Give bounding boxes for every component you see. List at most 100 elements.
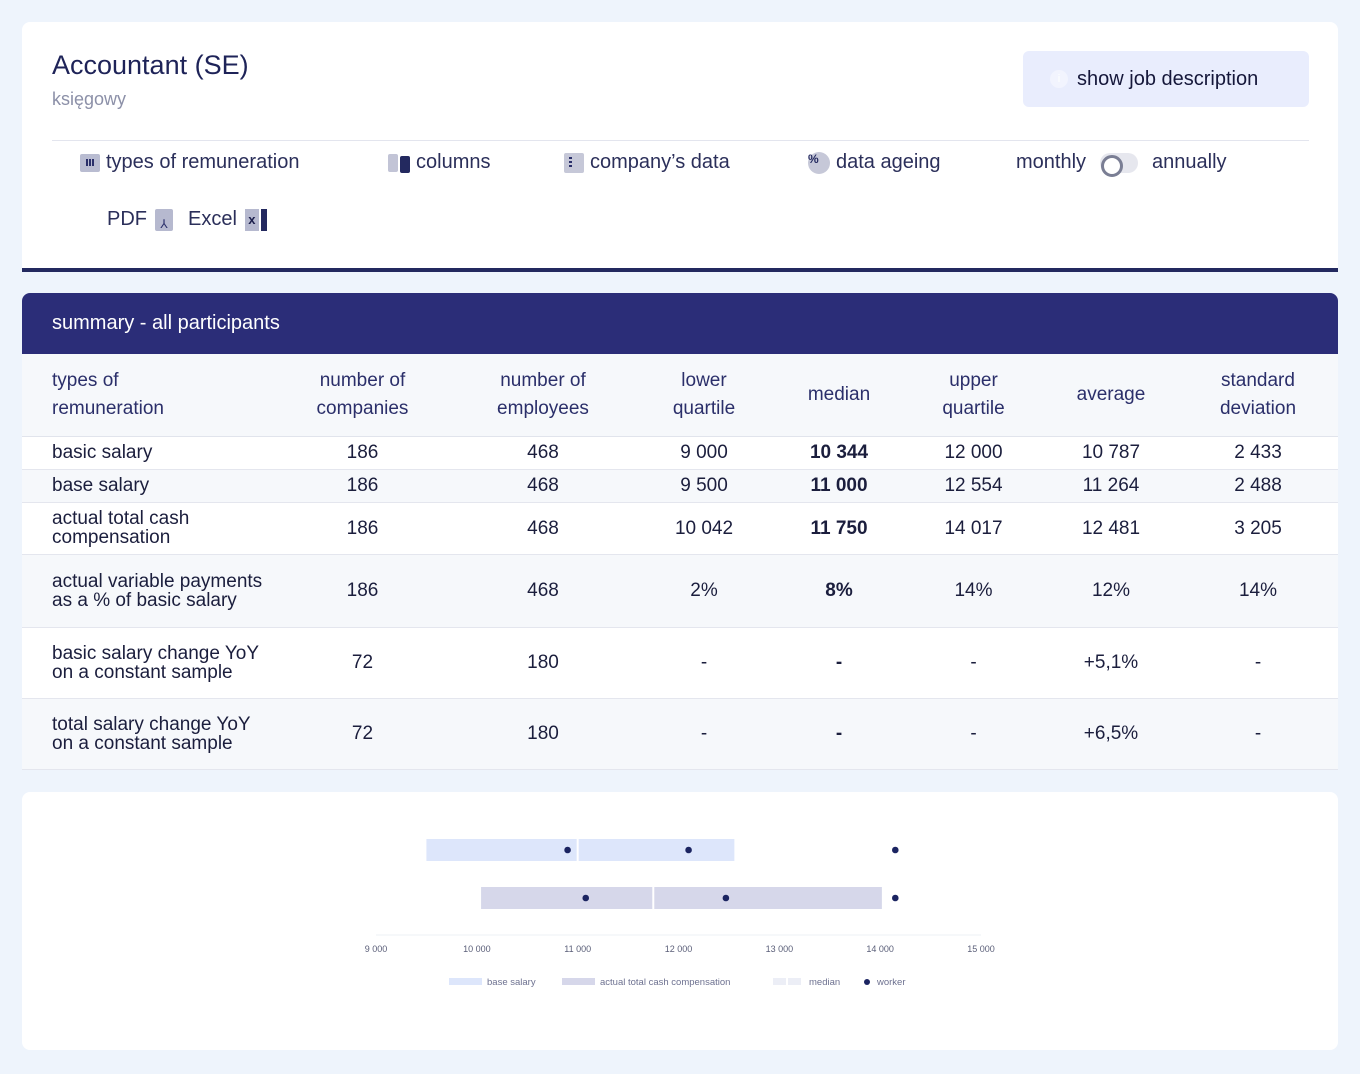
column-header: number of companies xyxy=(272,354,453,437)
table-cell: 9 500 xyxy=(633,469,775,503)
table-row: basic salary change YoY on a constant sa… xyxy=(22,627,1338,699)
table-row: total salary change YoY on a constant sa… xyxy=(22,698,1338,770)
salary-chart-card: 9 000 10 000 11 000 12 000 13 000 14 000 15 00… xyxy=(22,792,1338,1050)
info-icon: i xyxy=(1050,70,1068,88)
excel-label: Excel xyxy=(188,208,237,230)
column-header: standard deviation xyxy=(1178,354,1338,437)
period-switch: monthly annually xyxy=(1016,151,1227,177)
columns-label: columns xyxy=(416,151,491,173)
row-label: actual variable payments as a % of basic… xyxy=(22,554,272,628)
table-cell: 468 xyxy=(453,436,633,470)
row-label: actual total cash compensation xyxy=(22,502,272,555)
legend-label-total-cash: actual total cash compensation xyxy=(600,977,730,988)
table-cell: 72 xyxy=(272,627,453,699)
show-job-description-label: show job description xyxy=(1077,67,1259,90)
worker-point xyxy=(564,846,571,854)
row-label: basic salary xyxy=(22,436,272,470)
column-header: average xyxy=(1044,354,1178,437)
table-cell: 468 xyxy=(453,554,633,628)
table-cell: 72 xyxy=(272,698,453,770)
table-cell: - xyxy=(903,698,1044,770)
table-cell: 11 000 xyxy=(775,469,903,503)
summary-card: summary - all participants types of remu… xyxy=(22,293,1338,770)
table-cell: - xyxy=(633,627,775,699)
types-of-remuneration-label: types of remuneration xyxy=(106,151,300,173)
x-tick-label: 9 000 xyxy=(365,944,388,954)
legend-swatch-base-salary xyxy=(449,978,482,985)
table-cell: 180 xyxy=(453,698,633,770)
table-cell: 8% xyxy=(775,554,903,628)
excel-export-button[interactable]: Excel xyxy=(188,208,267,231)
legend-label-worker: worker xyxy=(876,977,906,988)
table-row: actual variable payments as a % of basic… xyxy=(22,554,1338,628)
table-cell: 186 xyxy=(272,554,453,628)
x-tick-label: 11 000 xyxy=(564,944,591,954)
x-tick-label: 13 000 xyxy=(766,944,794,954)
column-header: upper quartile xyxy=(903,354,1044,437)
column-header: number of employees xyxy=(453,354,633,437)
table-cell: 10 344 xyxy=(775,436,903,470)
percent-badge-icon: % xyxy=(808,151,830,174)
legend-label-base-salary: base salary xyxy=(487,977,536,988)
table-cell: - xyxy=(1178,698,1338,770)
table-cell: 2% xyxy=(633,554,775,628)
column-header: types of remuneration xyxy=(22,354,272,437)
table-cell: 186 xyxy=(272,502,453,555)
worker-point xyxy=(891,894,899,902)
pdf-label: PDF xyxy=(107,208,147,230)
table-cell: 186 xyxy=(272,436,453,470)
annually-label: annually xyxy=(1152,151,1227,173)
table-cell: 12 000 xyxy=(903,436,1044,470)
column-header: lower quartile xyxy=(633,354,775,437)
table-cell: - xyxy=(775,627,903,699)
data-ageing-button[interactable]: % data ageing xyxy=(808,151,941,174)
table-cell: 10 042 xyxy=(633,502,775,555)
column-header: median xyxy=(775,354,903,437)
table-cell: 9 000 xyxy=(633,436,775,470)
worker-point xyxy=(891,846,899,854)
pdf-export-button[interactable]: PDF ⅄ xyxy=(107,208,173,231)
data-ageing-label: data ageing xyxy=(836,151,941,173)
table-cell: - xyxy=(903,627,1044,699)
worker-point xyxy=(722,894,730,902)
company-data-label: company’s data xyxy=(590,151,730,173)
company-data-button[interactable]: company’s data xyxy=(564,151,730,174)
table-cell: 10 787 xyxy=(1044,436,1178,470)
building-icon xyxy=(564,152,584,173)
row-label: basic salary change YoY on a constant sa… xyxy=(22,627,272,699)
row-label: total salary change YoY on a constant sa… xyxy=(22,698,272,770)
table-row: base salary 186 468 9 500 11 000 12 554 11 264… xyxy=(22,469,1338,503)
period-toggle[interactable] xyxy=(1100,152,1139,177)
table-row: actual total cash compensation 186 468 10 0… xyxy=(22,502,1338,555)
job-header-card: Accountant (SE) księgowy i show job desc… xyxy=(22,22,1338,272)
table-cell: 3 205 xyxy=(1178,502,1338,555)
divider xyxy=(52,140,1309,141)
summary-title: summary - all participants xyxy=(22,293,1338,354)
table-row: basic salary 186 468 9 000 10 344 12 000 10 78… xyxy=(22,436,1338,470)
table-cell: 14 017 xyxy=(903,502,1044,555)
legend-worker-dot xyxy=(864,979,870,985)
show-job-description-button[interactable]: i show job description xyxy=(1023,51,1309,107)
columns-icon xyxy=(388,153,410,173)
worker-point xyxy=(582,894,590,902)
table-cell: 468 xyxy=(453,502,633,555)
table-cell: 14% xyxy=(903,554,1044,628)
table-cell: 180 xyxy=(453,627,633,699)
table-cell: 186 xyxy=(272,469,453,503)
range-bar xyxy=(426,839,735,861)
monthly-label: monthly xyxy=(1016,151,1087,173)
table-cell: 14% xyxy=(1178,554,1338,628)
range-bar xyxy=(481,887,882,909)
types-of-remuneration-button[interactable]: types of remuneration xyxy=(80,151,299,174)
table-cell: 11 264 xyxy=(1044,469,1178,503)
table-cell: - xyxy=(633,698,775,770)
table-header-row: types of remuneration number of companies… xyxy=(22,354,1338,437)
x-tick-label: 14 000 xyxy=(866,944,894,954)
job-subtitle: księgowy xyxy=(52,89,127,109)
table-cell: 12 481 xyxy=(1044,502,1178,555)
columns-button[interactable]: columns xyxy=(388,151,490,174)
pdf-file-icon: ⅄ xyxy=(155,208,173,231)
table-cell: +5,1% xyxy=(1044,627,1178,699)
salary-range-chart: 9 000 10 000 11 000 12 000 13 000 14 000 15 00… xyxy=(365,839,995,988)
table-cell: 12 554 xyxy=(903,469,1044,503)
